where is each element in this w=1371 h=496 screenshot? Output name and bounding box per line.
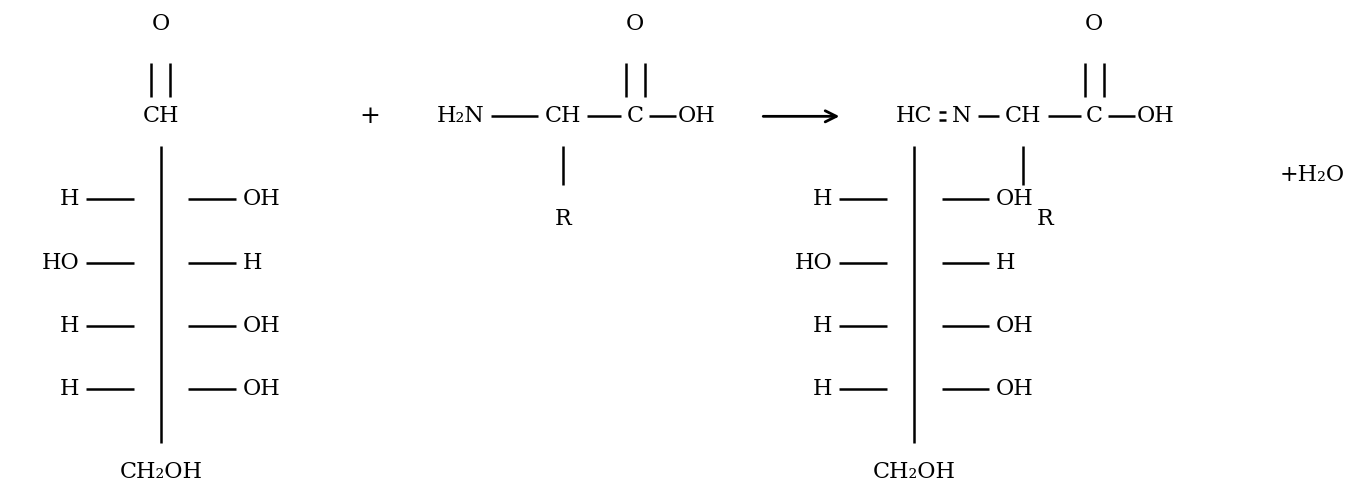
Text: H₂N: H₂N [437,105,484,127]
Text: C: C [1086,105,1102,127]
Text: +H₂O: +H₂O [1279,164,1345,186]
Text: OH: OH [243,378,281,400]
Text: OH: OH [677,105,716,127]
Text: H: H [59,188,80,210]
Text: OH: OH [243,188,281,210]
Text: OH: OH [997,188,1034,210]
Text: CH: CH [1005,105,1042,127]
Text: O: O [627,13,644,35]
Text: R: R [1036,208,1054,230]
Text: O: O [1086,13,1104,35]
Text: CH₂OH: CH₂OH [119,461,203,483]
Text: H: H [59,315,80,337]
Text: OH: OH [243,315,281,337]
Text: H: H [813,188,832,210]
Text: O: O [152,13,170,35]
Text: HC: HC [897,105,932,127]
Text: OH: OH [1137,105,1175,127]
Text: R: R [554,208,572,230]
Text: CH₂OH: CH₂OH [873,461,956,483]
Text: H: H [243,251,262,274]
Text: H: H [813,378,832,400]
Text: +: + [359,105,380,128]
Text: OH: OH [997,378,1034,400]
Text: C: C [627,105,643,127]
Text: CH: CH [544,105,581,127]
Text: CH: CH [143,105,180,127]
Text: N: N [953,105,972,127]
Text: H: H [997,251,1016,274]
Text: H: H [59,378,80,400]
Text: HO: HO [41,251,80,274]
Text: H: H [813,315,832,337]
Text: HO: HO [795,251,832,274]
Text: OH: OH [997,315,1034,337]
